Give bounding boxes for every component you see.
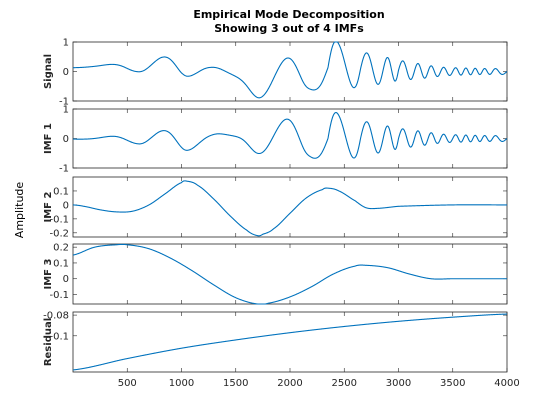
y-tick-label: -1 — [59, 97, 69, 108]
x-tick-label: 3500 — [440, 378, 465, 389]
x-tick-label: 1000 — [169, 378, 194, 389]
series-line — [72, 243, 508, 305]
series-line — [72, 111, 508, 159]
subplot-imf-2: 0.1 0 -0.1 -0.2 IMF 2 — [43, 176, 508, 239]
axes-frame — [72, 311, 508, 373]
y-tick-label: 0 — [63, 200, 69, 211]
x-tick-label: 1500 — [223, 378, 248, 389]
panel-label: IMF 2 — [43, 191, 54, 222]
y-tick-label: -0.1 — [49, 290, 69, 301]
y-tick-label: -0.2 — [49, 228, 69, 239]
y-tick-label: 0 — [63, 274, 69, 285]
series-line — [72, 41, 508, 99]
panel-label: Residual — [43, 318, 54, 366]
x-tick-label: 4000 — [494, 378, 519, 389]
y-tick-label: -0.08 — [43, 311, 69, 322]
y-tick-label: -0.1 — [49, 331, 69, 342]
y-tick-label: 0 — [63, 134, 69, 145]
axes-frame — [72, 176, 508, 238]
y-tick-label: 0.2 — [53, 243, 69, 254]
series-line — [72, 180, 508, 237]
series-line — [72, 313, 508, 371]
x-tick-label: 2000 — [277, 378, 302, 389]
subplot-signal: 1 0 -1 Signal — [43, 38, 508, 108]
x-tick-label: 2500 — [332, 378, 357, 389]
y-tick-label: 0.1 — [53, 186, 69, 197]
y-tick-label: 0 — [63, 67, 69, 78]
y-tick-label: -1 — [59, 164, 69, 175]
chart-subtitle: Showing 3 out of 4 IMFs — [214, 22, 364, 35]
chart-title: Empirical Mode Decomposition — [193, 8, 384, 21]
axes-frame — [72, 108, 508, 169]
panel-label: IMF 1 — [43, 123, 54, 154]
panel-label: IMF 3 — [43, 258, 54, 289]
x-tick-label: 3000 — [386, 378, 411, 389]
y-tick-label: 1 — [63, 38, 69, 49]
y-tick-label: 0.1 — [53, 258, 69, 269]
subplot-imf-1: 1 0 -1 IMF 1 — [43, 105, 508, 175]
panel-label: Signal — [43, 54, 54, 89]
shared-y-axis-label: Amplitude — [13, 182, 26, 239]
y-tick-label: 1 — [63, 105, 69, 116]
axes-frame — [72, 243, 508, 305]
y-tick-label: -0.1 — [49, 214, 69, 225]
x-tick-label: 500 — [118, 378, 137, 389]
